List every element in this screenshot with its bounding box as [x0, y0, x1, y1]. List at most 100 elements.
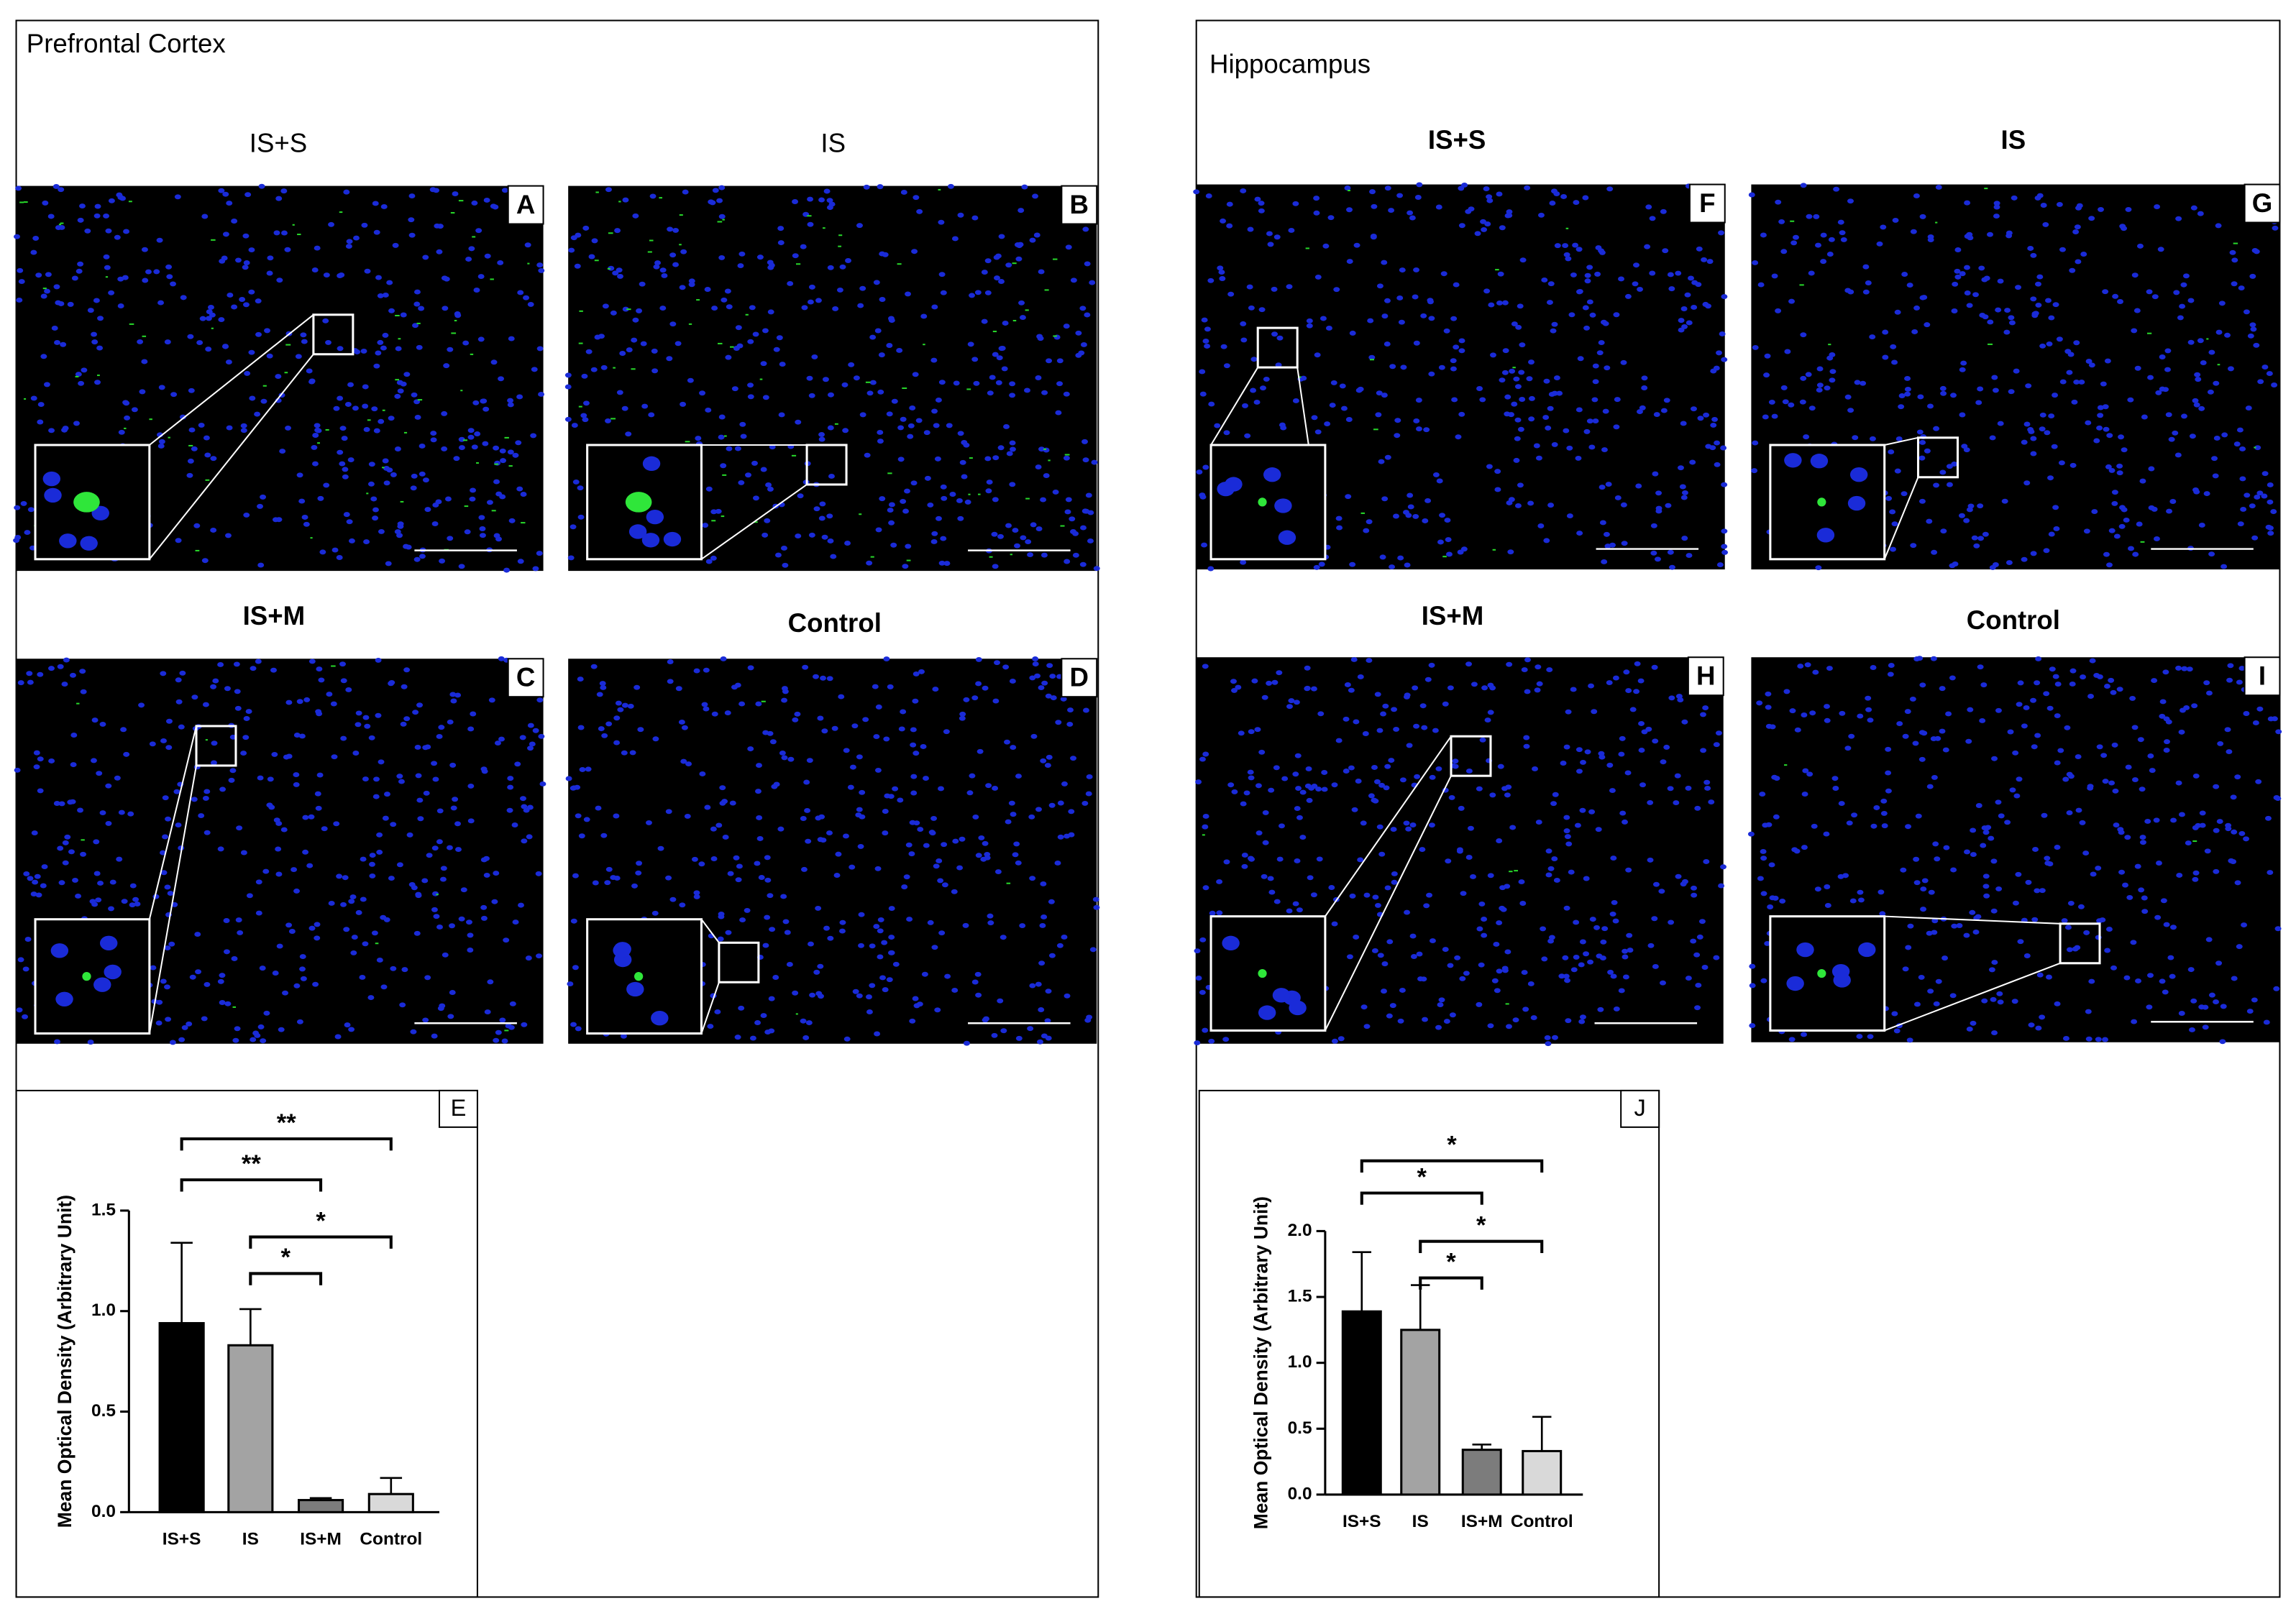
- stain: [1025, 497, 1030, 500]
- nucleus: [198, 422, 205, 428]
- x-tick-label: IS+S: [1343, 1512, 1381, 1531]
- nucleus: [1960, 360, 1967, 366]
- nucleus: [857, 303, 864, 308]
- nucleus: [242, 302, 250, 308]
- nucleus: [874, 328, 882, 334]
- nucleus: [1888, 663, 1895, 668]
- nucleus: [1247, 856, 1254, 861]
- nucleus: [1415, 426, 1422, 432]
- nucleus: [1052, 489, 1059, 495]
- nucleus: [1426, 892, 1433, 898]
- nucleus: [375, 712, 382, 718]
- group-label: Control: [788, 608, 882, 638]
- nucleus: [1222, 1037, 1230, 1042]
- stain: [403, 431, 408, 434]
- nucleus: [777, 240, 785, 246]
- nucleus: [2103, 551, 2110, 557]
- nucleus: [807, 196, 814, 202]
- nucleus: [887, 950, 895, 955]
- nucleus: [964, 499, 971, 505]
- nucleus: [536, 551, 543, 556]
- nucleus: [1195, 976, 1202, 981]
- nucleus: [1261, 873, 1268, 879]
- nucleus: [1820, 259, 1827, 265]
- nucleus: [2199, 822, 2206, 828]
- nucleus: [369, 861, 375, 867]
- nucleus: [679, 902, 686, 908]
- nucleus: [2023, 705, 2030, 710]
- nucleus: [1619, 810, 1627, 816]
- nucleus: [1675, 873, 1682, 879]
- nucleus: [368, 462, 375, 467]
- nucleus: [2100, 381, 2107, 387]
- nucleus: [1959, 367, 1966, 372]
- nucleus: [1816, 382, 1824, 388]
- nucleus: [679, 285, 686, 290]
- nucleus: [1870, 665, 1877, 670]
- nucleus: [1573, 200, 1580, 206]
- nucleus: [1573, 954, 1580, 960]
- nucleus: [1019, 315, 1026, 321]
- significance-label: *: [280, 1244, 291, 1271]
- nucleus: [878, 352, 885, 358]
- nucleus: [1598, 751, 1605, 756]
- nucleus: [1660, 408, 1668, 413]
- nucleus: [178, 724, 185, 730]
- nucleus: [971, 357, 979, 362]
- nucleus: [1566, 513, 1573, 519]
- nucleus: [1373, 779, 1381, 784]
- nucleus: [651, 1011, 669, 1026]
- nucleus: [1544, 1035, 1551, 1040]
- nucleus: [223, 918, 230, 923]
- nucleus: [2217, 740, 2224, 746]
- nucleus: [87, 308, 94, 313]
- nucleus: [1939, 686, 1946, 692]
- nucleus: [479, 526, 486, 531]
- nucleus: [1906, 1037, 1913, 1043]
- stain: [1048, 459, 1051, 462]
- nucleus: [745, 472, 751, 478]
- nucleus: [1067, 707, 1074, 713]
- nucleus: [627, 703, 634, 709]
- nucleus: [278, 1027, 285, 1032]
- nucleus: [2110, 965, 2118, 971]
- nucleus: [175, 699, 183, 705]
- nucleus: [430, 431, 437, 436]
- nucleus: [2108, 780, 2116, 786]
- nucleus: [72, 877, 78, 883]
- nucleus: [1549, 201, 1556, 206]
- nucleus: [119, 196, 127, 201]
- nucleus: [1416, 182, 1423, 188]
- nucleus: [70, 672, 76, 678]
- nucleus: [718, 185, 726, 191]
- nucleus: [2220, 564, 2228, 569]
- significance-bracket: [249, 1272, 323, 1285]
- stain: [1514, 870, 1519, 872]
- nucleus: [1714, 462, 1721, 467]
- nucleus: [2116, 470, 2123, 476]
- nucleus: [718, 254, 726, 260]
- nucleus: [1038, 685, 1045, 690]
- zoom-line: [149, 313, 314, 446]
- nucleus: [178, 1037, 186, 1042]
- panel-letter-box: [1620, 1089, 1660, 1128]
- nucleus: [974, 971, 982, 977]
- nucleus: [1966, 231, 1973, 237]
- nucleus: [961, 474, 968, 480]
- stain: [317, 442, 320, 444]
- nucleus: [705, 408, 712, 413]
- nucleus: [924, 475, 931, 481]
- nucleus: [2131, 328, 2138, 334]
- nucleus: [2021, 723, 2028, 729]
- nucleus: [1757, 282, 1765, 288]
- nucleus: [2215, 960, 2223, 966]
- nucleus: [2073, 379, 2080, 385]
- nucleus: [1508, 412, 1515, 418]
- nucleus: [31, 830, 38, 836]
- nucleus: [1306, 318, 1313, 324]
- nucleus: [1942, 747, 1949, 753]
- nucleus: [1271, 679, 1279, 685]
- nucleus: [219, 786, 227, 792]
- nucleus: [1004, 739, 1010, 745]
- nucleus: [648, 412, 655, 418]
